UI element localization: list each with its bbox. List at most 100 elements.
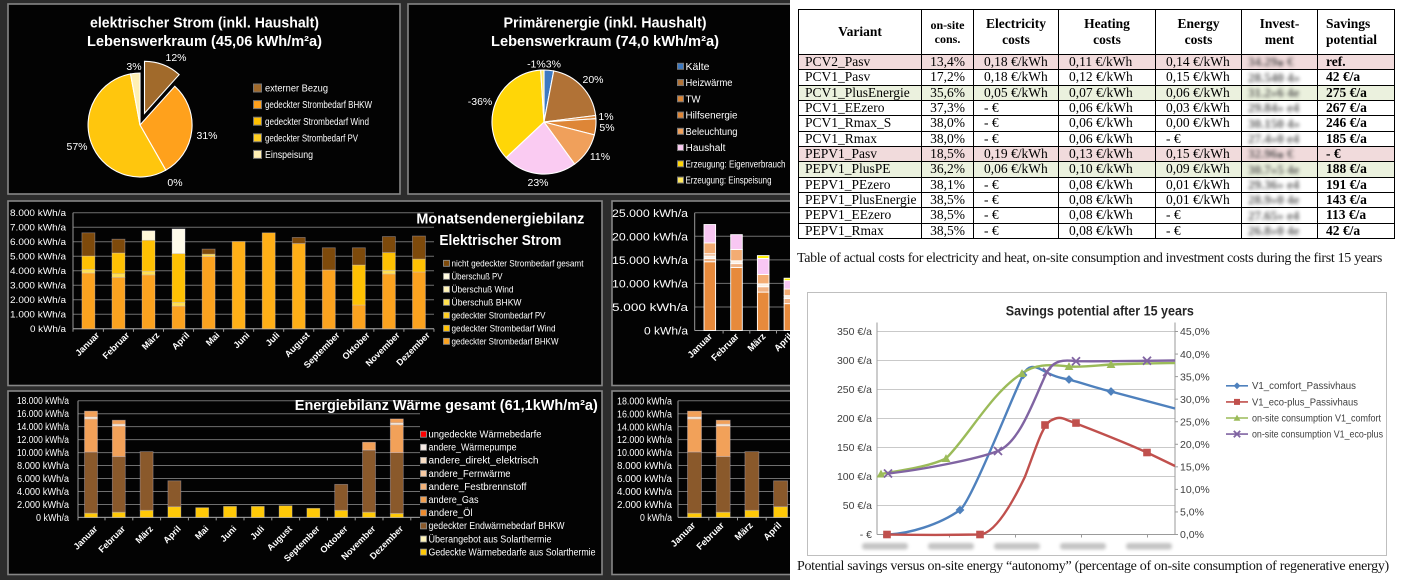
svg-text:0 kWh/a: 0 kWh/a	[640, 513, 672, 524]
svg-text:andere_Festbrennstoff: andere_Festbrennstoff	[429, 482, 527, 493]
svg-text:6.000 kWh/a: 6.000 kWh/a	[617, 474, 672, 485]
svg-text:gedeckter Strombedarf BHKW: gedeckter Strombedarf BHKW	[265, 100, 372, 111]
svg-text:12.000 kWh/a: 12.000 kWh/a	[17, 435, 69, 446]
svg-text:TW: TW	[686, 94, 702, 105]
svg-text:Erzeugung: Eigenverbrauch: Erzeugung: Eigenverbrauch	[686, 159, 786, 170]
svg-text:Elektrischer Strom: Elektrischer Strom	[439, 233, 561, 249]
svg-text:andere_direkt_elektrisch: andere_direkt_elektrisch	[429, 456, 539, 467]
svg-text:16.000 kWh/a: 16.000 kWh/a	[17, 409, 69, 420]
svg-text:0 kWh/a: 0 kWh/a	[36, 513, 70, 524]
svg-text:1.000 kWh/a: 1.000 kWh/a	[10, 310, 67, 321]
svg-text:gedeckter Strombedarf BHKW: gedeckter Strombedarf BHKW	[452, 337, 559, 348]
svg-text:8.000 kWh/a: 8.000 kWh/a	[617, 461, 672, 472]
svg-text:3%: 3%	[126, 61, 141, 73]
svg-text:12%: 12%	[165, 52, 186, 64]
svg-text:nicht gedeckter Strombedarf ge: nicht gedeckter Strombedarf gesamt	[452, 259, 584, 270]
svg-text:10.000 kWh/a: 10.000 kWh/a	[612, 278, 689, 290]
svg-text:23%: 23%	[527, 177, 548, 189]
svg-text:5,0%: 5,0%	[1180, 507, 1204, 519]
svg-text:7.000 kWh/a: 7.000 kWh/a	[10, 223, 67, 234]
svg-text:4.000 kWh/a: 4.000 kWh/a	[617, 487, 672, 498]
svg-text:8.000 kWh/a: 8.000 kWh/a	[17, 461, 70, 472]
svg-text:0%: 0%	[167, 177, 182, 189]
svg-text:20,0%: 20,0%	[1180, 439, 1210, 451]
svg-text:gedeckter Endwärmebedarf BHKW: gedeckter Endwärmebedarf BHKW	[429, 521, 566, 532]
svg-text:andere_Wärmepumpe: andere_Wärmepumpe	[429, 443, 517, 454]
svg-text:-1%3%: -1%3%	[527, 59, 561, 71]
svg-text:Überschuß Wind: Überschuß Wind	[452, 285, 514, 296]
svg-text:Einspeisung: Einspeisung	[265, 150, 313, 161]
svg-text:Erzeugung: Einspeisung: Erzeugung: Einspeisung	[686, 176, 772, 187]
svg-text:25,0%: 25,0%	[1180, 416, 1210, 428]
svg-text:2.000 kWh/a: 2.000 kWh/a	[10, 295, 67, 306]
svg-text:4.000 kWh/a: 4.000 kWh/a	[10, 266, 67, 277]
svg-text:gedeckter Strombedarf PV: gedeckter Strombedarf PV	[265, 133, 358, 144]
svg-text:on-site consumption V1_eco-plu: on-site consumption V1_eco-plus	[1252, 430, 1383, 441]
svg-text:10.000 kWh/a: 10.000 kWh/a	[17, 448, 69, 459]
svg-text:5.000 kWh/a: 5.000 kWh/a	[10, 252, 67, 263]
svg-text:3.000 kWh/a: 3.000 kWh/a	[10, 281, 67, 292]
svg-text:350 €/a: 350 €/a	[837, 326, 872, 338]
svg-text:57%: 57%	[66, 141, 87, 153]
svg-text:35,0%: 35,0%	[1180, 371, 1210, 383]
svg-text:6.000 kWh/a: 6.000 kWh/a	[10, 237, 67, 248]
svg-text:Haushalt: Haushalt	[686, 143, 726, 154]
svg-text:Kälte: Kälte	[686, 62, 710, 73]
svg-text:0 kWh/a: 0 kWh/a	[30, 324, 67, 335]
svg-text:20.000 kWh/a: 20.000 kWh/a	[612, 231, 689, 243]
svg-text:100 €/a: 100 €/a	[837, 471, 872, 483]
svg-text:14.000 kWh/a: 14.000 kWh/a	[617, 422, 672, 433]
svg-text:ungedeckte Wärmebedarfe: ungedeckte Wärmebedarfe	[429, 430, 543, 441]
svg-text:gedeckter Strombedarf Wind: gedeckter Strombedarf Wind	[452, 324, 556, 335]
svg-text:1%: 1%	[598, 111, 613, 123]
svg-text:externer Bezug: externer Bezug	[265, 84, 328, 95]
svg-text:4.000 kWh/a: 4.000 kWh/a	[17, 487, 70, 498]
svg-text:Heizwärme: Heizwärme	[686, 78, 733, 89]
svg-text:Überschuß PV: Überschuß PV	[452, 272, 504, 283]
svg-text:150 €/a: 150 €/a	[837, 442, 872, 454]
svg-text:16.000 kWh/a: 16.000 kWh/a	[617, 409, 672, 420]
svg-text:18.000 kWh/a: 18.000 kWh/a	[17, 396, 69, 407]
svg-text:andere_Fernwärme: andere_Fernwärme	[429, 469, 512, 480]
svg-text:6.000 kWh/a: 6.000 kWh/a	[17, 474, 70, 485]
svg-text:200 €/a: 200 €/a	[837, 413, 872, 425]
svg-text:5.000 kWh/a: 5.000 kWh/a	[612, 302, 689, 314]
svg-text:Lebenswerkraum (45,06 kWh/m²a): Lebenswerkraum (45,06 kWh/m²a)	[87, 34, 322, 50]
svg-text:V1_comfort_Passivhaus: V1_comfort_Passivhaus	[1252, 381, 1356, 392]
svg-text:elektrischer Strom (inkl. Haus: elektrischer Strom (inkl. Haushalt)	[90, 16, 319, 32]
svg-text:5%: 5%	[599, 122, 614, 134]
svg-text:2.000 kWh/a: 2.000 kWh/a	[617, 500, 672, 511]
svg-text:-36%: -36%	[468, 96, 493, 108]
svg-text:14.000 kWh/a: 14.000 kWh/a	[17, 422, 69, 433]
svg-text:Lebenswerkraum (74,0 kWh/m²a): Lebenswerkraum (74,0 kWh/m²a)	[491, 34, 719, 50]
svg-text:Gedeckte Wärmebedarfe aus Sola: Gedeckte Wärmebedarfe aus Solarthermie	[429, 547, 596, 558]
svg-text:40,0%: 40,0%	[1180, 349, 1210, 361]
svg-text:andere_Gas: andere_Gas	[429, 495, 479, 506]
svg-text:12.000 kWh/a: 12.000 kWh/a	[617, 435, 672, 446]
svg-text:gedeckter Strombedarf Wind: gedeckter Strombedarf Wind	[265, 117, 369, 128]
svg-text:2.000 kWh/a: 2.000 kWh/a	[17, 500, 70, 511]
svg-text:V1_eco-plus_Passivhaus: V1_eco-plus_Passivhaus	[1252, 397, 1358, 408]
svg-text:250 €/a: 250 €/a	[837, 384, 872, 396]
svg-text:25.000 kWh/a: 25.000 kWh/a	[612, 208, 689, 220]
svg-text:andere_Öl: andere_Öl	[429, 508, 473, 519]
svg-text:15.000 kWh/a: 15.000 kWh/a	[612, 255, 689, 267]
svg-text:gedeckter Strombedarf PV: gedeckter Strombedarf PV	[452, 311, 547, 322]
svg-text:Überangebot aus Solarthermie: Überangebot aus Solarthermie	[429, 534, 552, 545]
svg-text:300 €/a: 300 €/a	[837, 355, 872, 367]
svg-text:Energiebilanz Wärme gesamt (61: Energiebilanz Wärme gesamt (61,1kWh/m²a)	[295, 398, 598, 414]
svg-text:8.000 kWh/a: 8.000 kWh/a	[10, 208, 67, 219]
svg-text:10,0%: 10,0%	[1180, 484, 1210, 496]
svg-text:45,0%: 45,0%	[1180, 326, 1210, 338]
svg-text:- €: - €	[860, 529, 872, 541]
svg-text:15,0%: 15,0%	[1180, 462, 1210, 474]
svg-text:Monatsendenergiebilanz: Monatsendenergiebilanz	[416, 211, 584, 227]
svg-text:Primärenergie (inkl. Haushalt): Primärenergie (inkl. Haushalt)	[504, 16, 707, 32]
svg-text:10.000 kWh/a: 10.000 kWh/a	[617, 448, 672, 459]
svg-text:11%: 11%	[590, 151, 610, 163]
svg-text:Beleuchtung: Beleuchtung	[686, 127, 738, 138]
svg-text:20%: 20%	[582, 74, 603, 86]
svg-text:18.000 kWh/a: 18.000 kWh/a	[617, 396, 672, 407]
svg-text:30,0%: 30,0%	[1180, 394, 1210, 406]
svg-text:Hilfsenergie: Hilfsenergie	[686, 111, 738, 122]
